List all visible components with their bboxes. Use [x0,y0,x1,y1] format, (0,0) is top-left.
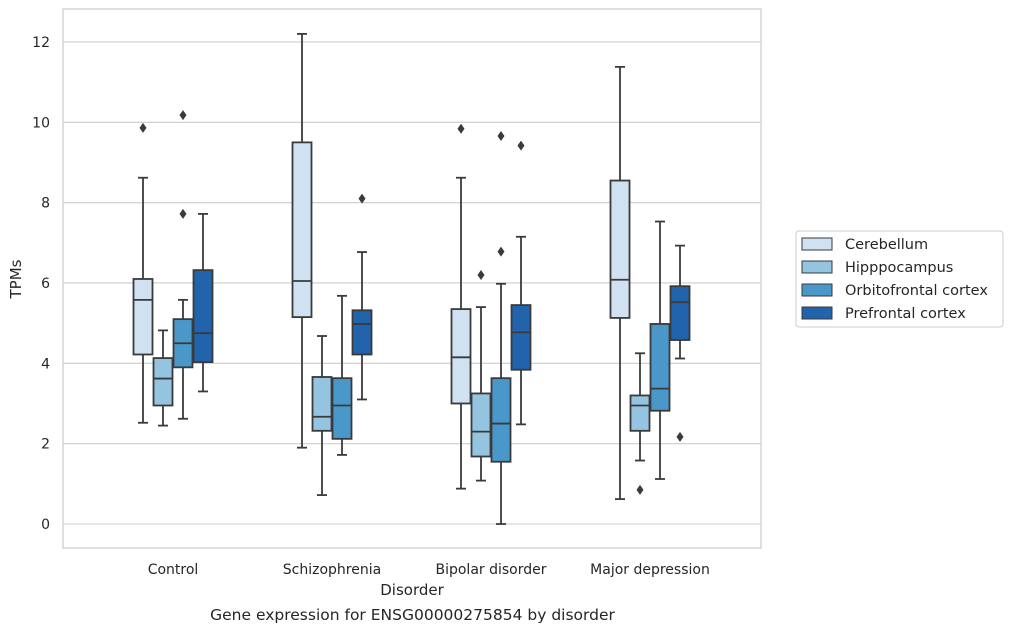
outlier-point [139,122,147,133]
y-tick-label: 0 [41,517,50,533]
outlier-point [457,123,465,134]
box-body [490,377,512,463]
box-2-0 [172,110,194,420]
legend: Cerebellum Hipppocampus Orbitofrontal cort… [795,230,1004,328]
outlier-point [517,140,525,151]
outlier-point [497,246,505,257]
box-body [331,377,353,440]
y-tick-labels: 0 2 4 6 8 10 12 [32,35,50,533]
box-0-1 [291,33,313,449]
y-tick-label: 2 [41,437,50,453]
box-body [649,323,671,412]
plot-frame [62,8,762,549]
box-2-2 [490,130,512,525]
box-0-3 [609,65,631,500]
y-tick-label: 8 [41,196,50,212]
y-tick-label: 4 [41,356,50,372]
x-tick-label: Control [148,562,199,578]
y-tick-label: 10 [32,115,50,131]
legend-swatch [801,283,833,297]
box-body [450,308,472,405]
legend-label: Hipppocampus [845,260,953,276]
box-3-0 [192,212,214,393]
box-1-2 [470,269,492,482]
box-body [152,357,174,407]
legend-frame [795,230,1004,328]
box-body [669,285,691,341]
legend-label: Orbitofrontal cortex [845,283,988,299]
box-body [629,394,651,432]
x-tick-label: Bipolar disorder [435,562,546,578]
outlier-point [676,431,684,442]
y-axis-label: TPMs [7,259,25,299]
x-tick-labels: Control Schizophrenia Bipolar disorder Majo… [148,562,710,578]
box-3-1 [351,193,373,401]
box-1-0 [152,329,174,427]
x-axis-label: Disorder [380,581,444,599]
outlier-point [636,484,644,495]
box-body [311,376,333,432]
outlier-point [358,193,366,204]
box-body [291,141,313,319]
outlier-point [179,110,187,121]
legend-label: Cerebellum [845,237,928,253]
box-plots [132,33,691,525]
box-0-0 [132,122,154,424]
chart-caption: Gene expression for ENSG00000275854 by d… [210,606,615,624]
box-body [351,309,373,356]
legend-swatch [801,306,833,320]
x-tick-label: Major depression [590,562,710,578]
box-0-2 [450,123,472,490]
grid-lines [63,41,761,525]
box-2-3 [649,220,671,480]
x-tick-label: Schizophrenia [283,562,381,578]
legend-swatch [801,237,833,251]
box-1-3 [629,352,651,495]
box-body [132,278,154,356]
outlier-point [179,208,187,219]
y-tick-label: 6 [41,276,50,292]
box-2-1 [331,294,353,456]
box-body [192,269,214,364]
box-1-1 [311,335,333,496]
box-3-3 [669,244,691,442]
y-tick-label: 12 [32,35,50,51]
legend-label: Prefrontal cortex [845,306,966,322]
box-body [470,392,492,458]
box-body [510,304,532,371]
box-body [609,179,631,319]
box-3-2 [510,140,532,426]
legend-swatch [801,260,833,274]
outlier-point [497,130,505,141]
outlier-point [477,269,485,280]
